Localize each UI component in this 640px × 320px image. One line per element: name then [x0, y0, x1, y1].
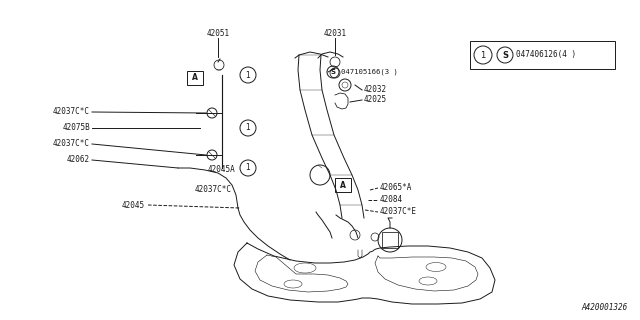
Text: 42051: 42051 [207, 29, 230, 38]
Text: 42037C*E: 42037C*E [380, 207, 417, 217]
Text: 42065*A: 42065*A [380, 183, 412, 193]
Text: S: S [330, 69, 335, 75]
Text: 42037C*C: 42037C*C [195, 186, 232, 195]
Bar [187, 71, 203, 85]
Text: 047406126(4 ): 047406126(4 ) [516, 51, 576, 60]
Text: 1: 1 [246, 124, 250, 132]
Text: A420001326: A420001326 [582, 303, 628, 312]
Text: 42032: 42032 [364, 85, 387, 94]
Text: 42062: 42062 [67, 156, 90, 164]
Text: 42045A: 42045A [208, 165, 236, 174]
Bar [335, 178, 351, 192]
Bar [382, 232, 398, 248]
Text: 1: 1 [246, 164, 250, 172]
Text: 1: 1 [481, 51, 486, 60]
Text: A: A [340, 180, 346, 189]
Text: 42031: 42031 [323, 29, 347, 38]
Text: 42084: 42084 [380, 196, 403, 204]
Text: 42037C*C: 42037C*C [53, 140, 90, 148]
Text: 42025: 42025 [364, 95, 387, 105]
Bar [470, 41, 615, 69]
Text: 42075B: 42075B [62, 124, 90, 132]
Text: 1: 1 [246, 70, 250, 79]
Text: 42045: 42045 [122, 201, 145, 210]
Text: 42037C*C: 42037C*C [53, 108, 90, 116]
Text: 047105166(3 ): 047105166(3 ) [341, 69, 398, 75]
Text: S: S [502, 51, 508, 60]
Text: A: A [192, 74, 198, 83]
